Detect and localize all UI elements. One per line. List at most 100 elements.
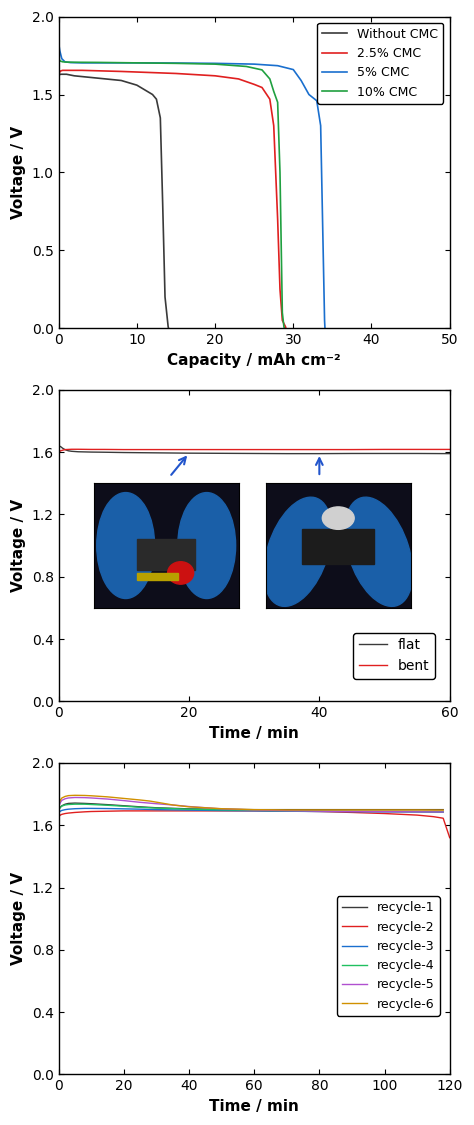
recycle-2 [284,804,290,818]
recycle-5 [105,792,110,806]
recycle-6 [147,794,153,808]
2.5% CMC [57,64,63,78]
recycle-5 [284,804,290,818]
10% CMC [281,319,287,333]
recycle-5 [251,803,257,817]
recycle-4 [62,799,68,812]
2.5% CMC [283,319,288,333]
5% CMC [275,58,281,72]
Without CMC [56,69,62,82]
recycle-6 [349,803,355,817]
recycle-2 [251,804,257,818]
recycle-4 [317,804,322,818]
recycle-3 [219,804,224,818]
recycle-2 [317,804,322,818]
10% CMC [271,84,276,98]
recycle-4 [57,801,63,814]
recycle-6 [65,789,71,802]
bent [349,443,355,457]
recycle-4 [440,806,446,819]
recycle-4 [154,801,159,814]
recycle-1 [72,796,78,810]
5% CMC [57,44,63,57]
5% CMC [62,55,68,69]
bent [69,442,74,456]
10% CMC [275,96,281,109]
Without CMC [154,92,159,106]
5% CMC [251,57,257,71]
recycle-6 [82,789,88,802]
bent [62,443,68,457]
flat [62,443,68,457]
10% CMC [244,60,249,73]
recycle-1 [186,802,192,816]
bent [56,446,62,459]
recycle-6 [170,799,175,812]
5% CMC [56,36,62,50]
recycle-2 [62,807,68,820]
bent [251,443,257,457]
recycle-2 [72,806,78,819]
Without CMC [103,72,109,86]
recycle-4 [414,804,420,818]
5% CMC [67,56,73,70]
recycle-6 [56,798,62,811]
2.5% CMC [56,68,62,81]
recycle-4 [88,798,94,811]
recycle-3 [57,804,63,818]
recycle-4 [121,800,127,813]
flat [69,444,74,458]
recycle-4 [251,803,257,817]
recycle-6 [121,792,127,806]
recycle-5 [82,791,88,804]
recycle-2 [447,831,453,845]
recycle-6 [59,791,65,804]
Without CMC [160,197,165,210]
recycle-3 [186,803,192,817]
Without CMC [157,111,163,125]
recycle-4 [82,798,88,811]
recycle-3 [105,802,110,816]
2.5% CMC [271,119,276,133]
5% CMC [173,56,179,70]
recycle-3 [414,806,420,819]
recycle-1 [154,801,159,814]
bent [58,444,64,458]
flat [121,446,127,459]
flat [251,447,257,460]
Line: 5% CMC: 5% CMC [59,43,325,328]
flat [60,441,65,454]
recycle-3 [137,802,143,816]
recycle-4 [59,799,65,812]
5% CMC [318,119,323,133]
recycle-5 [414,806,420,819]
recycle-6 [105,790,110,803]
flat [58,440,64,453]
recycle-4 [219,803,224,817]
recycle-2 [440,811,446,825]
recycle-1 [440,803,446,817]
Legend: Without CMC, 2.5% CMC, 5% CMC, 10% CMC: Without CMC, 2.5% CMC, 5% CMC, 10% CMC [318,22,444,104]
Line: bent: bent [59,449,450,452]
recycle-4 [349,804,355,818]
recycle-1 [251,803,257,817]
recycle-3 [72,802,78,816]
flat [56,439,62,452]
recycle-5 [65,791,71,804]
recycle-2 [65,807,71,820]
bent [186,443,192,457]
recycle-3 [59,803,65,817]
recycle-6 [284,803,290,817]
2.5% CMC [277,282,283,296]
recycle-3 [154,803,159,817]
recycle-5 [137,795,143,809]
Line: Without CMC: Without CMC [59,74,169,328]
recycle-3 [440,806,446,819]
recycle-3 [65,802,71,816]
recycle-3 [121,802,127,816]
bent [60,443,65,457]
10% CMC [64,55,69,69]
2.5% CMC [212,69,218,82]
Without CMC [166,322,172,335]
recycle-6 [317,803,322,817]
